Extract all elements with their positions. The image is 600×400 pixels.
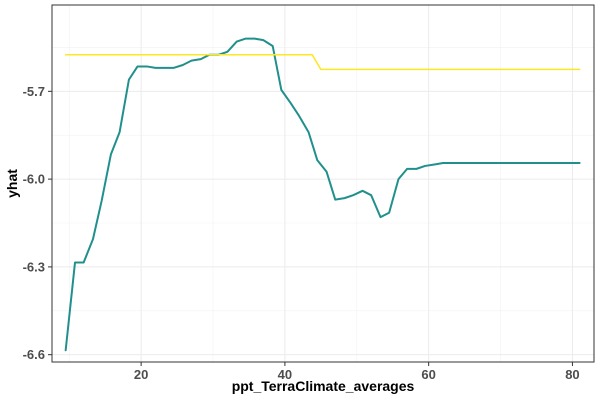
x-tick-label: 80 [565, 367, 579, 382]
grid-minor [52, 5, 594, 362]
y-tick-label: -6.0 [23, 172, 45, 187]
y-tick-label: -5.7 [23, 84, 45, 99]
y-tick-label: -6.3 [23, 259, 45, 274]
plot-panel [52, 5, 594, 362]
grid-major [52, 5, 594, 362]
y-axis-title: yhat [4, 169, 20, 198]
x-axis-title: ppt_TerraClimate_averages [232, 378, 415, 394]
x-tick-label: 20 [134, 367, 148, 382]
x-axis: 20 40 60 80 [134, 362, 580, 382]
series-line-1 [64, 37, 581, 352]
x-tick-label: 60 [421, 367, 435, 382]
x-tick-label: 40 [278, 367, 292, 382]
series-layer [64, 37, 581, 352]
y-axis: -6.6 -6.3 -6.0 -5.7 [23, 84, 52, 362]
y-tick-label: -6.6 [23, 347, 45, 362]
plot-border [51, 4, 595, 363]
series-line-2 [64, 53, 581, 71]
